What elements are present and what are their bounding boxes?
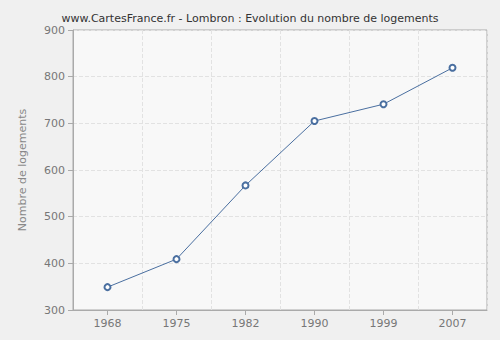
svg-text:900: 900 [44, 24, 65, 37]
svg-text:300: 300 [44, 304, 65, 317]
svg-text:1999: 1999 [370, 317, 398, 330]
svg-text:800: 800 [44, 70, 65, 83]
svg-text:400: 400 [44, 257, 65, 270]
svg-text:500: 500 [44, 210, 65, 223]
svg-text:1990: 1990 [301, 317, 329, 330]
svg-text:700: 700 [44, 117, 65, 130]
svg-text:600: 600 [44, 164, 65, 177]
svg-text:www.CartesFrance.fr - Lombron: www.CartesFrance.fr - Lombron : Evolutio… [61, 12, 438, 25]
svg-text:Nombre de logements: Nombre de logements [16, 108, 29, 231]
svg-text:1975: 1975 [163, 317, 191, 330]
svg-text:1968: 1968 [94, 317, 122, 330]
svg-text:2007: 2007 [439, 317, 467, 330]
svg-text:1982: 1982 [232, 317, 260, 330]
